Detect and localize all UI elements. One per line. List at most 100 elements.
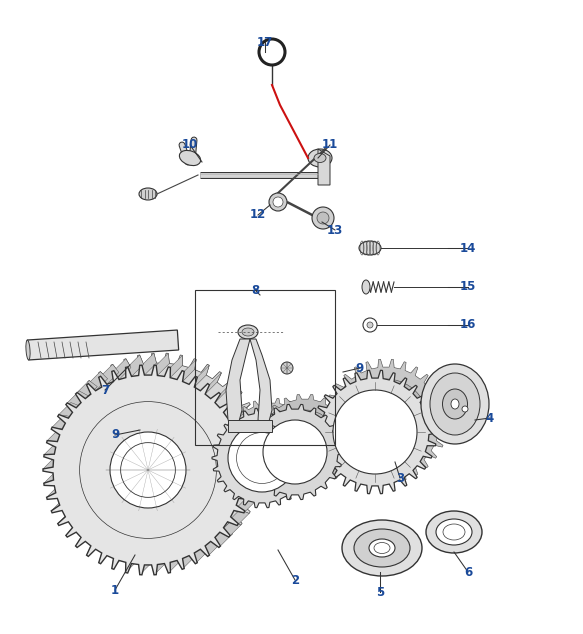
Text: 9: 9 bbox=[356, 361, 364, 375]
Text: 2: 2 bbox=[291, 574, 299, 586]
Polygon shape bbox=[222, 398, 322, 498]
Polygon shape bbox=[128, 355, 143, 377]
Ellipse shape bbox=[436, 519, 472, 545]
Polygon shape bbox=[318, 149, 330, 185]
Text: 6: 6 bbox=[464, 566, 472, 578]
Text: 16: 16 bbox=[460, 318, 476, 332]
Text: 4: 4 bbox=[486, 411, 494, 425]
Text: 9: 9 bbox=[111, 429, 119, 441]
Polygon shape bbox=[89, 372, 108, 391]
Polygon shape bbox=[242, 474, 264, 486]
Ellipse shape bbox=[238, 325, 258, 339]
Polygon shape bbox=[324, 359, 448, 482]
Polygon shape bbox=[234, 498, 256, 513]
Polygon shape bbox=[247, 404, 343, 500]
Polygon shape bbox=[156, 353, 170, 375]
Polygon shape bbox=[77, 380, 97, 399]
Polygon shape bbox=[240, 430, 261, 447]
Polygon shape bbox=[215, 382, 233, 403]
Ellipse shape bbox=[362, 280, 370, 294]
Text: 17: 17 bbox=[257, 36, 273, 48]
Polygon shape bbox=[189, 543, 208, 564]
Polygon shape bbox=[76, 526, 93, 546]
Circle shape bbox=[462, 406, 468, 412]
Circle shape bbox=[273, 197, 283, 207]
Bar bbox=[195, 290, 335, 445]
Ellipse shape bbox=[314, 153, 326, 162]
Polygon shape bbox=[86, 534, 103, 555]
Polygon shape bbox=[201, 537, 220, 557]
Polygon shape bbox=[47, 481, 68, 497]
Polygon shape bbox=[51, 493, 72, 511]
Circle shape bbox=[363, 318, 377, 332]
Ellipse shape bbox=[426, 511, 482, 553]
Polygon shape bbox=[101, 365, 119, 384]
Ellipse shape bbox=[430, 373, 480, 435]
Polygon shape bbox=[313, 370, 437, 494]
Polygon shape bbox=[66, 515, 85, 536]
Polygon shape bbox=[226, 339, 250, 425]
Text: 14: 14 bbox=[460, 242, 476, 254]
Polygon shape bbox=[205, 373, 222, 394]
Text: 7: 7 bbox=[101, 384, 109, 396]
Polygon shape bbox=[47, 429, 69, 441]
Polygon shape bbox=[236, 417, 257, 435]
Ellipse shape bbox=[442, 389, 468, 419]
Ellipse shape bbox=[308, 149, 332, 167]
Polygon shape bbox=[52, 415, 74, 429]
Polygon shape bbox=[44, 468, 65, 483]
Circle shape bbox=[281, 362, 293, 374]
Polygon shape bbox=[231, 404, 250, 423]
Polygon shape bbox=[112, 547, 125, 569]
Text: 12: 12 bbox=[250, 209, 266, 221]
Text: 10: 10 bbox=[182, 138, 198, 152]
Ellipse shape bbox=[451, 399, 459, 409]
Ellipse shape bbox=[369, 539, 395, 557]
Circle shape bbox=[263, 420, 327, 484]
Polygon shape bbox=[44, 442, 66, 455]
Text: 13: 13 bbox=[327, 224, 343, 236]
Polygon shape bbox=[243, 445, 264, 460]
Polygon shape bbox=[164, 552, 180, 573]
Ellipse shape bbox=[342, 520, 422, 576]
Polygon shape bbox=[243, 459, 265, 473]
Circle shape bbox=[122, 420, 198, 496]
Polygon shape bbox=[210, 529, 231, 548]
Polygon shape bbox=[43, 365, 253, 575]
Text: 1: 1 bbox=[111, 583, 119, 597]
Circle shape bbox=[110, 432, 186, 508]
Polygon shape bbox=[139, 553, 152, 574]
Circle shape bbox=[333, 390, 417, 474]
Polygon shape bbox=[212, 408, 312, 508]
Text: 11: 11 bbox=[322, 138, 338, 152]
Ellipse shape bbox=[242, 328, 254, 336]
Circle shape bbox=[317, 212, 329, 224]
Polygon shape bbox=[114, 359, 131, 380]
Ellipse shape bbox=[359, 241, 381, 255]
Polygon shape bbox=[58, 505, 78, 524]
Polygon shape bbox=[223, 392, 242, 412]
Ellipse shape bbox=[421, 364, 489, 444]
Polygon shape bbox=[227, 510, 249, 526]
Ellipse shape bbox=[354, 529, 410, 567]
Polygon shape bbox=[177, 548, 194, 569]
Circle shape bbox=[312, 207, 334, 229]
Ellipse shape bbox=[26, 340, 30, 360]
Circle shape bbox=[344, 379, 428, 463]
Text: 8: 8 bbox=[251, 283, 259, 297]
Ellipse shape bbox=[180, 150, 201, 165]
Circle shape bbox=[269, 193, 287, 211]
Polygon shape bbox=[55, 353, 265, 563]
Polygon shape bbox=[99, 541, 114, 563]
Polygon shape bbox=[250, 339, 272, 425]
Polygon shape bbox=[238, 486, 261, 500]
Polygon shape bbox=[194, 365, 209, 387]
Polygon shape bbox=[27, 330, 178, 360]
Text: 5: 5 bbox=[376, 586, 384, 598]
Circle shape bbox=[273, 410, 337, 474]
Polygon shape bbox=[152, 553, 166, 575]
Polygon shape bbox=[257, 394, 353, 489]
Bar bbox=[228, 420, 272, 432]
Text: 3: 3 bbox=[396, 472, 404, 484]
Polygon shape bbox=[43, 455, 65, 469]
